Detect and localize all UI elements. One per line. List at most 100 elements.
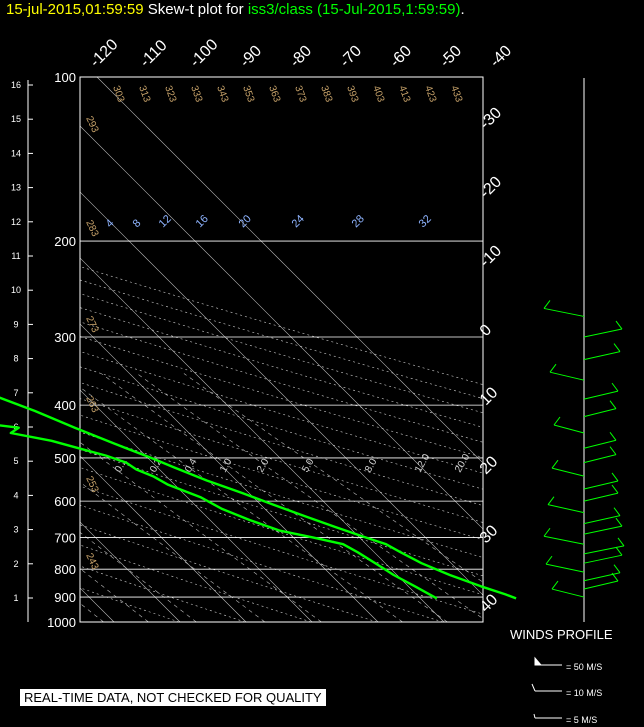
height-tick-label: 7: [13, 388, 18, 398]
dry-adiabat-label: 433: [448, 84, 464, 104]
mixing-ratio-line: [136, 373, 483, 620]
dewpoint-trace: [0, 424, 438, 600]
title-prefix: Skew-t plot for: [147, 1, 248, 18]
temperature-top-label: -90: [237, 42, 265, 70]
wind-barb: [583, 572, 621, 582]
wind-barb-flag: [611, 484, 619, 494]
dry-adiabat-label: 263: [83, 395, 100, 415]
mixing-ratio-label: 20: [237, 213, 254, 230]
isotherm-line: [80, 455, 247, 622]
height-tick-label: 9: [13, 319, 18, 329]
wind-barb: [583, 390, 619, 400]
wind-barb: [545, 563, 585, 573]
isotherm-line: [0, 77, 48, 622]
height-tick-label: 13: [11, 183, 21, 193]
height-tick-label: 1: [13, 593, 18, 603]
height-tick-label: 16: [11, 80, 21, 90]
isotherm-line: [80, 191, 483, 596]
dry-adiabat-label: 373: [292, 84, 308, 104]
title-station: iss3/class (15-Jul-2015,1:59:59): [247, 1, 461, 18]
dry-adiabat-line: [80, 524, 378, 622]
wind-barb-flag: [609, 446, 617, 455]
wind-barb-flag: [553, 416, 561, 426]
mixing-ratio-lower-label: 5.0: [300, 457, 317, 475]
wind-barb: [551, 588, 585, 598]
quality-warning: REAL-TIME DATA, NOT CHECKED FOR QUALITY: [20, 689, 326, 706]
wind-barb: [549, 371, 585, 381]
wind-barb-flag: [613, 564, 621, 574]
height-tick-label: 14: [11, 148, 21, 158]
isotherm-line: [80, 389, 313, 622]
wind-barb-flag: [609, 431, 617, 441]
wind-barb: [583, 351, 621, 361]
dry-adiabat-label: 353: [240, 84, 256, 104]
wind-barb-flag: [611, 382, 619, 392]
temperature-top-label: -80: [287, 42, 315, 70]
dry-adiabat-label: 383: [318, 84, 334, 104]
dry-adiabat-line: [80, 565, 246, 622]
height-tick-label: 11: [11, 251, 20, 261]
isotherm-line: [80, 521, 181, 622]
isotherm-line: [80, 257, 445, 622]
temperature-right-label: -20: [477, 173, 505, 201]
dry-adiabat-label: 363: [266, 84, 282, 104]
wind-barb: [583, 580, 619, 590]
pressure-tick-label: 400: [54, 398, 76, 413]
height-tick-label: 2: [13, 559, 18, 569]
mixing-ratio-lower-label: 20.0: [453, 452, 472, 475]
mixing-ratio-line: [183, 373, 483, 583]
isotherm-line: [80, 125, 483, 530]
title-suffix: .: [460, 1, 465, 18]
wind-key-50: = 50 M/S: [566, 662, 603, 672]
wind-barb-flag: [543, 300, 551, 309]
plot-area: [0, 77, 483, 622]
dry-adiabat-label: 393: [344, 84, 360, 104]
title-timestamp: 15-jul-2015,01:59:59: [6, 1, 144, 18]
temperature-right-label: -10: [477, 242, 505, 270]
dry-adiabat-line: [80, 485, 483, 615]
wind-key-5-symbol: [533, 713, 562, 719]
temperature-top-label: -70: [337, 42, 365, 70]
pressure-tick-label: 300: [54, 330, 76, 345]
wind-barb: [583, 515, 621, 525]
wind-barb: [551, 467, 585, 477]
plot-title: 15-jul-2015,01:59:59 Skew-t plot for iss…: [6, 1, 465, 18]
dry-adiabat-label: 273: [83, 315, 100, 335]
dry-adiabat-label: 303: [110, 84, 126, 104]
wind-key-10-symbol: [531, 683, 562, 692]
pressure-tick-label: 800: [54, 562, 76, 577]
mixing-ratio-line: [100, 373, 448, 622]
temperature-right-label: -30: [477, 104, 505, 132]
wind-barb: [583, 525, 623, 535]
wind-barb: [583, 454, 617, 464]
wind-barb: [543, 307, 585, 317]
pressure-tick-label: 600: [54, 494, 76, 509]
wind-barb-flag: [551, 459, 559, 469]
wind-barb: [583, 492, 619, 502]
wind-barb: [583, 439, 617, 449]
dry-adiabat-label: 283: [83, 219, 100, 239]
wind-barb-flag: [551, 580, 559, 590]
dry-adiabat-label: 323: [162, 84, 178, 104]
wind-barb-flag: [615, 546, 623, 556]
wind-barb-flag: [545, 555, 553, 565]
height-tick-label: 12: [11, 217, 21, 227]
wind-barb: [583, 554, 623, 564]
wind-key-50-symbol: [534, 656, 562, 666]
temperature-top-label: -50: [437, 42, 465, 70]
wind-barb-flag: [609, 400, 617, 409]
wind-key-5: = 5 M/S: [566, 715, 598, 725]
dry-adiabat-label: 343: [214, 84, 230, 104]
dry-adiabat-label: 333: [188, 84, 204, 104]
wind-barb-flag: [549, 363, 557, 373]
wind-barb-flag: [613, 343, 621, 352]
dry-adiabat-line: [80, 544, 312, 622]
wind-barb-flag: [547, 496, 555, 505]
mixing-ratio-lower-label: 8.0: [363, 457, 380, 475]
dry-adiabat-line: [80, 266, 483, 385]
mixing-ratio-label: 12: [157, 213, 174, 230]
wind-barb-flag: [617, 537, 625, 547]
mixing-ratio-label: 16: [194, 213, 211, 230]
mixing-ratio-line: [80, 441, 322, 622]
mixing-ratio-lower-label: 1.0: [218, 457, 235, 475]
